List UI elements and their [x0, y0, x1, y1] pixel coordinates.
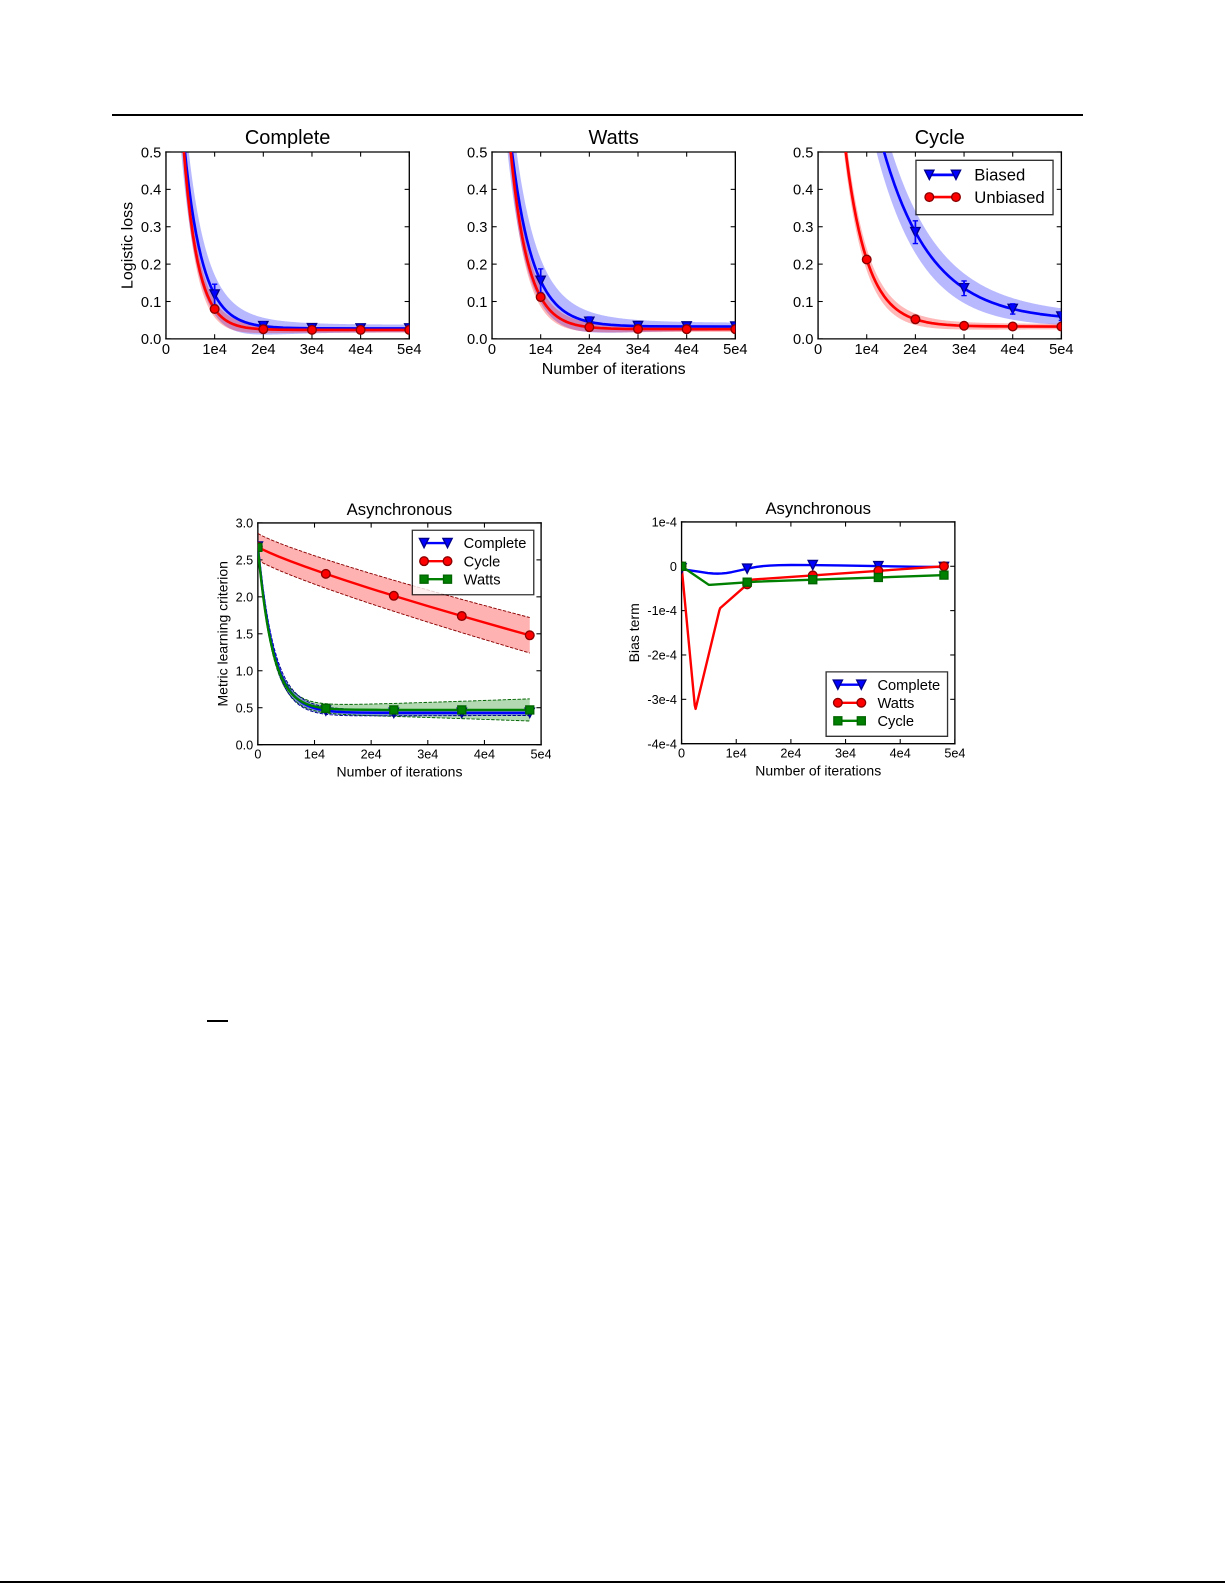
svg-text:1e4: 1e4: [304, 747, 325, 761]
svg-text:0.4: 0.4: [467, 183, 487, 199]
svg-text:2e4: 2e4: [360, 747, 381, 761]
svg-text:4e4: 4e4: [1000, 342, 1024, 358]
svg-text:2.0: 2.0: [235, 590, 253, 604]
svg-text:0.3: 0.3: [793, 220, 813, 236]
svg-text:0.0: 0.0: [467, 332, 487, 348]
svg-text:-1e-4: -1e-4: [647, 604, 677, 618]
svg-text:3.0: 3.0: [235, 516, 253, 530]
svg-text:0.0: 0.0: [141, 332, 161, 348]
svg-text:Complete: Complete: [463, 536, 526, 552]
svg-text:Logistic loss: Logistic loss: [119, 202, 136, 289]
svg-text:3e4: 3e4: [300, 342, 324, 358]
svg-text:0: 0: [162, 342, 170, 358]
svg-text:5e4: 5e4: [723, 342, 747, 358]
svg-text:Watts: Watts: [877, 696, 914, 712]
svg-text:0.5: 0.5: [235, 701, 253, 715]
svg-text:0.5: 0.5: [793, 145, 813, 161]
svg-text:Cycle: Cycle: [463, 554, 500, 570]
svg-text:4e4: 4e4: [474, 747, 495, 761]
svg-text:2e4: 2e4: [251, 342, 275, 358]
svg-text:Number of iterations: Number of iterations: [336, 763, 462, 779]
svg-text:3e4: 3e4: [417, 747, 438, 761]
svg-text:0.5: 0.5: [141, 145, 161, 161]
svg-text:4e4: 4e4: [889, 747, 910, 761]
svg-text:0.4: 0.4: [793, 183, 813, 199]
svg-text:3e4: 3e4: [626, 342, 650, 358]
svg-text:-4e-4: -4e-4: [647, 737, 677, 751]
svg-text:0.3: 0.3: [467, 220, 487, 236]
svg-text:0: 0: [670, 560, 677, 574]
svg-text:0.5: 0.5: [467, 145, 487, 161]
svg-text:1e-4: 1e-4: [651, 516, 676, 530]
svg-text:0.4: 0.4: [141, 183, 161, 199]
svg-text:Watts: Watts: [589, 127, 639, 149]
svg-text:Number of iterations: Number of iterations: [542, 361, 686, 378]
svg-text:Watts: Watts: [463, 572, 500, 588]
svg-text:0: 0: [488, 342, 496, 358]
svg-text:Cycle: Cycle: [915, 127, 965, 149]
svg-text:0.0: 0.0: [793, 332, 813, 348]
svg-text:0.2: 0.2: [141, 257, 161, 273]
svg-text:0.1: 0.1: [467, 295, 487, 311]
svg-text:-3e-4: -3e-4: [647, 693, 677, 707]
svg-text:2e4: 2e4: [577, 342, 601, 358]
svg-text:Asynchronous: Asynchronous: [346, 500, 452, 519]
svg-text:2.5: 2.5: [235, 553, 253, 567]
svg-text:2e4: 2e4: [780, 747, 801, 761]
svg-text:0.2: 0.2: [467, 257, 487, 273]
svg-text:Complete: Complete: [877, 678, 940, 694]
svg-text:0: 0: [254, 747, 261, 761]
svg-text:Asynchronous: Asynchronous: [765, 499, 871, 518]
svg-text:Unbiased: Unbiased: [974, 188, 1044, 207]
svg-text:5e4: 5e4: [1049, 342, 1073, 358]
svg-text:0.2: 0.2: [793, 257, 813, 273]
svg-text:0: 0: [678, 747, 685, 761]
svg-text:1.5: 1.5: [235, 627, 253, 641]
svg-text:0: 0: [814, 342, 822, 358]
svg-text:4e4: 4e4: [674, 342, 698, 358]
svg-text:0.1: 0.1: [793, 295, 813, 311]
svg-text:0.0: 0.0: [235, 738, 253, 752]
svg-text:1.0: 1.0: [235, 664, 253, 678]
svg-text:3e4: 3e4: [952, 342, 976, 358]
svg-text:-2e-4: -2e-4: [647, 649, 677, 663]
svg-text:0.3: 0.3: [141, 220, 161, 236]
svg-text:Number of iterations: Number of iterations: [755, 763, 881, 779]
svg-text:1e4: 1e4: [854, 342, 878, 358]
svg-text:2e4: 2e4: [903, 342, 927, 358]
svg-text:1e4: 1e4: [202, 342, 226, 358]
svg-text:Cycle: Cycle: [877, 714, 914, 730]
svg-text:4e4: 4e4: [348, 342, 372, 358]
svg-text:Complete: Complete: [245, 127, 331, 149]
svg-text:5e4: 5e4: [397, 342, 421, 358]
svg-text:Metric learning criterion: Metric learning criterion: [214, 561, 230, 706]
svg-text:5e4: 5e4: [944, 747, 965, 761]
svg-text:5e4: 5e4: [530, 747, 551, 761]
svg-text:3e4: 3e4: [835, 747, 856, 761]
svg-text:1e4: 1e4: [725, 747, 746, 761]
svg-text:Bias term: Bias term: [626, 603, 642, 662]
svg-text:1e4: 1e4: [528, 342, 552, 358]
svg-text:Biased: Biased: [974, 166, 1025, 185]
svg-text:0.1: 0.1: [141, 295, 161, 311]
